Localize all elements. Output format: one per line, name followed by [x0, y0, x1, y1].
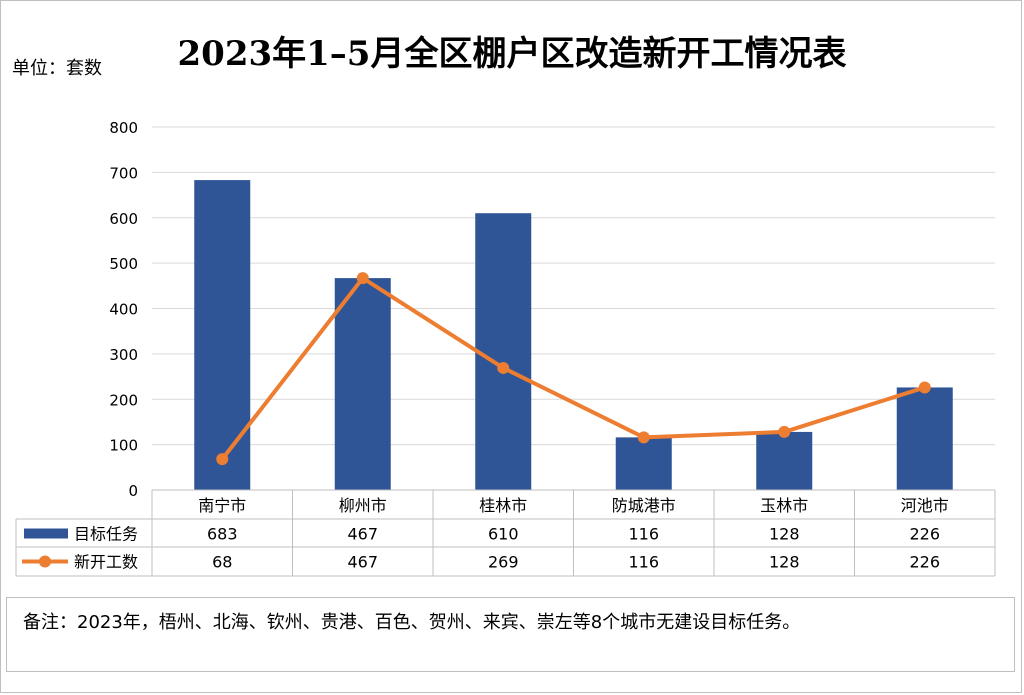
bar-series: [194, 180, 953, 490]
bar: [475, 213, 532, 490]
table-cell-value: 128: [769, 525, 800, 544]
y-tick-label: 600: [109, 210, 138, 228]
y-tick-label: 400: [109, 301, 138, 319]
bar: [896, 387, 953, 490]
y-tick-label: 700: [109, 164, 138, 182]
x-tick-label: 玉林市: [760, 496, 808, 515]
y-tick-label: 100: [109, 437, 138, 455]
table-cell-value: 226: [909, 553, 940, 572]
line-series: [216, 272, 931, 466]
note-text: 备注：2023年，梧州、北海、钦州、贵港、百色、贺州、来宾、崇左等8个城市无建设…: [23, 612, 801, 633]
x-tick-label: 南宁市: [198, 496, 246, 515]
bar: [194, 180, 251, 490]
table-cell-value: 610: [488, 525, 519, 544]
y-tick-label: 300: [109, 346, 138, 364]
gridlines: [152, 126, 995, 446]
legend-label: 新开工数: [74, 553, 138, 572]
series-line: [220, 276, 926, 461]
table-cell-value: 226: [909, 525, 940, 544]
line-point: [216, 453, 229, 466]
table-cell-value: 467: [347, 525, 378, 544]
table-cell-value: 683: [207, 525, 238, 544]
x-tick-label: 防城港市: [612, 496, 676, 515]
bar: [615, 437, 672, 490]
x-tick-label: 柳州市: [339, 496, 387, 515]
x-tick-label: 河池市: [901, 496, 949, 515]
y-tick-label: 0: [128, 482, 138, 500]
legend-label: 目标任务: [74, 525, 138, 544]
unit-label: 单位：套数: [12, 58, 102, 79]
line-point: [918, 381, 931, 394]
table-cell-value: 467: [347, 553, 378, 572]
legend-key-marker: [39, 555, 51, 568]
table-cell-value: 116: [628, 525, 659, 544]
line-point: [637, 431, 650, 444]
line-point: [356, 272, 369, 285]
table-cell-value: 269: [488, 553, 519, 572]
table-cell-value: 68: [212, 553, 232, 572]
note-box: 备注：2023年，梧州、北海、钦州、贵港、百色、贺州、来宾、崇左等8个城市无建设…: [6, 597, 1015, 672]
bar: [334, 278, 391, 490]
y-tick-label: 500: [109, 255, 138, 273]
line-point: [778, 425, 791, 438]
y-axis-ticks: 0 100 200 300 400 500 600 700 800: [109, 119, 138, 500]
bar: [756, 431, 813, 490]
y-tick-label: 800: [109, 119, 138, 137]
chart-title: 2023年1–5月全区棚户区改造新开工情况表: [177, 34, 847, 74]
table-cell-value: 116: [628, 553, 659, 572]
legend-key-bar: [24, 528, 68, 539]
table-cell-value: 128: [769, 553, 800, 572]
y-tick-label: 200: [109, 391, 138, 409]
line-point: [497, 361, 510, 374]
x-tick-label: 桂林市: [479, 496, 527, 515]
